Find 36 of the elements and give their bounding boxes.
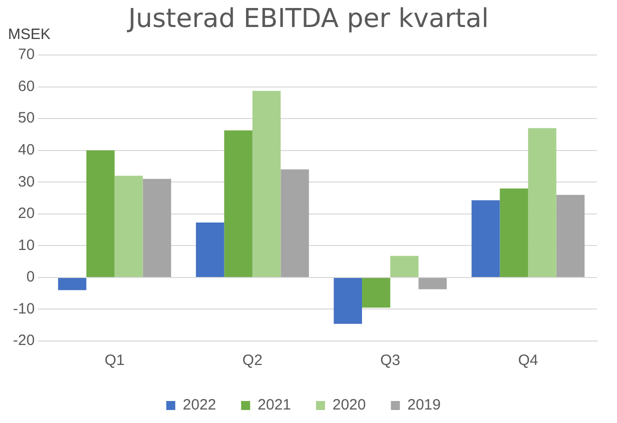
chart-title: Justerad EBITDA per kvartal	[128, 4, 489, 34]
legend-label: 2019	[407, 396, 441, 414]
bar	[252, 90, 281, 277]
y-tick-label: 40	[18, 141, 35, 158]
bar	[418, 278, 447, 290]
y-tick-label: 60	[18, 78, 35, 95]
y-tick-label: 0	[26, 268, 35, 286]
bar	[86, 150, 115, 277]
y-axis-title: MSEK	[8, 26, 51, 43]
y-tick-label: 10	[18, 236, 35, 254]
legend-label: 2021	[258, 396, 292, 414]
x-tick-label: Q4	[518, 352, 538, 370]
y-tick-label: 30	[18, 173, 35, 190]
bar	[196, 222, 224, 277]
bar	[500, 188, 528, 277]
x-tick-label: Q1	[104, 352, 125, 370]
legend-label: 2020	[332, 396, 366, 414]
x-tick-label: Q2	[242, 352, 262, 370]
bar	[472, 200, 500, 277]
bar	[114, 176, 143, 277]
y-tick-label: -10	[12, 300, 35, 318]
bar	[224, 130, 252, 277]
bar	[528, 128, 556, 277]
y-tick-label: 70	[18, 46, 35, 64]
bar	[334, 278, 362, 324]
bar	[556, 194, 585, 277]
y-tick-label: 20	[18, 205, 35, 222]
bar	[390, 256, 419, 277]
bar	[58, 278, 86, 290]
x-tick-label: Q3	[380, 352, 400, 370]
y-tick-label: 50	[18, 110, 35, 127]
bar	[280, 169, 309, 277]
bar	[362, 278, 390, 308]
bar	[142, 178, 172, 277]
y-tick-label: -20	[12, 332, 35, 350]
legend-label: 2022	[182, 396, 216, 414]
